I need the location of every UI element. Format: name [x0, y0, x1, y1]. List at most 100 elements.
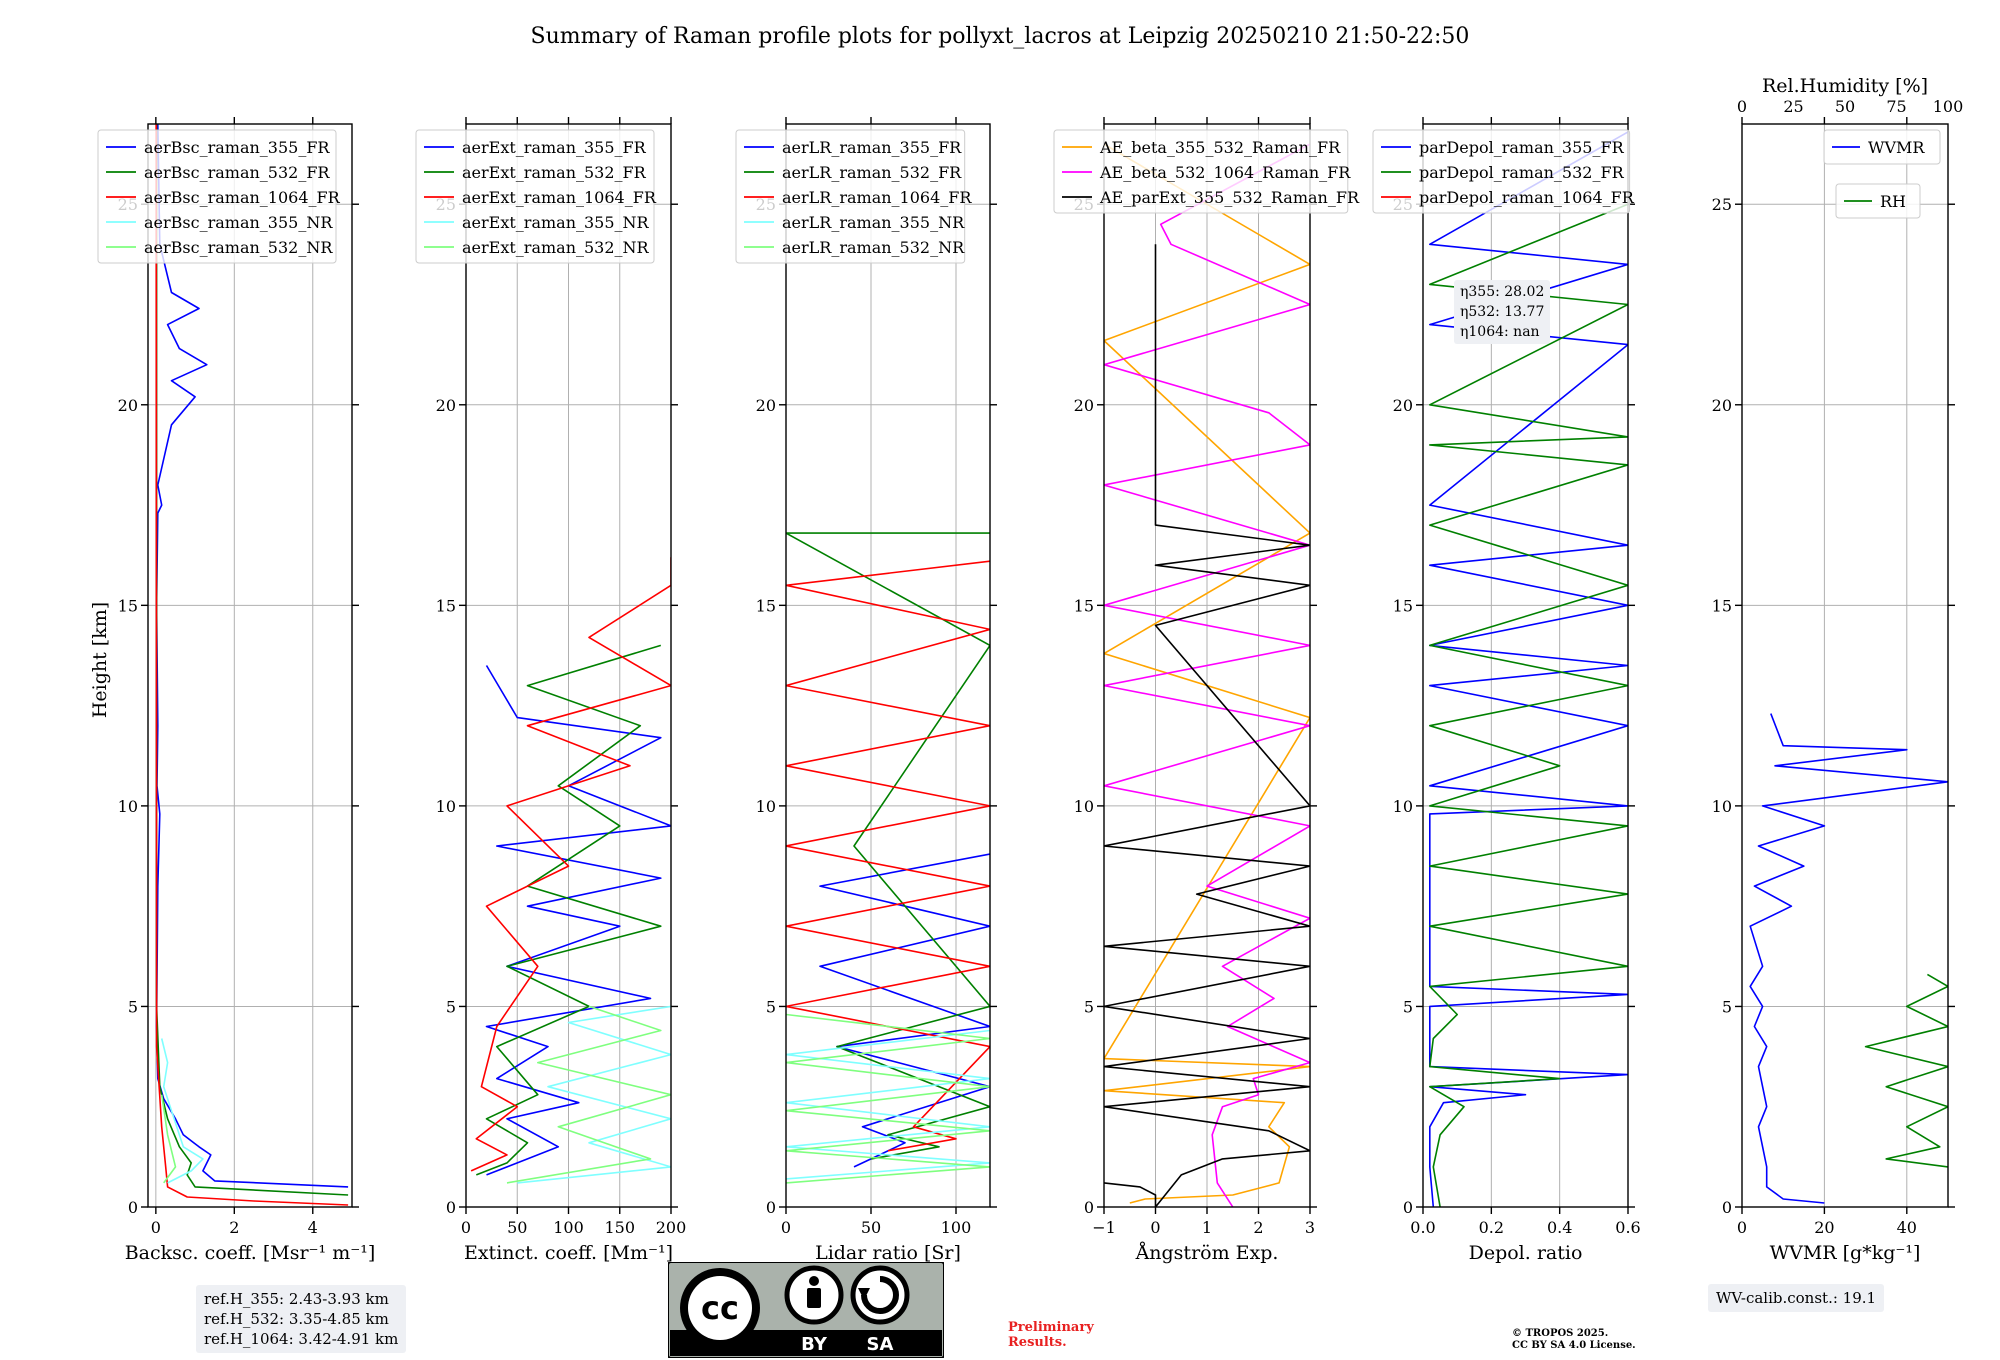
legend-label: aerExt_raman_355_FR [462, 138, 647, 157]
top-x-tick-label: 50 [1835, 97, 1855, 116]
legend-label: aerBsc_raman_355_FR [144, 138, 330, 157]
series-AE_parExt_355_532_Raman_FR [1104, 244, 1310, 1207]
legend-label: AE_parExt_355_532_Raman_FR [1099, 188, 1360, 207]
series-AE_beta_532_1064_Raman_FR [1104, 143, 1310, 1207]
series-aerLR_raman_1064_FR [786, 560, 990, 1152]
series-aerBsc_raman_355_NR [160, 1038, 204, 1184]
y-tick-label: 10 [756, 797, 776, 816]
ref-h-355: ref.H_355: 2.43-3.93 km [204, 1290, 389, 1308]
panel-2: 0501001502000510152025Extinct. coeff. [M… [415, 117, 687, 1264]
y-tick-label: 20 [118, 396, 138, 415]
axes-frame [1422, 123, 1629, 1208]
x-tick-label: 100 [941, 1218, 972, 1237]
y-tick-label: 0 [1722, 1198, 1732, 1217]
preliminary-note: Preliminary Results. [1008, 1320, 1094, 1350]
legend-label: aerExt_raman_532_NR [462, 238, 650, 257]
x-tick-label: 2 [1253, 1218, 1263, 1237]
legend-label: aerLR_raman_355_FR [782, 138, 962, 157]
legend-box [1053, 129, 1349, 214]
series-aerExt_raman_1064_FR [470, 557, 671, 1172]
legend-label: AE_beta_532_1064_Raman_FR [1099, 163, 1351, 182]
y-tick-label: 10 [436, 797, 456, 816]
series-aerExt_raman_532_NR [506, 1005, 671, 1184]
series-aerExt_raman_532_FR [476, 644, 662, 1176]
series-aerExt_raman_355_NR [517, 1005, 671, 1184]
by-label: BY [801, 1334, 828, 1355]
legend-label: parDepol_raman_1064_FR [1419, 188, 1635, 207]
x-axis-label: Lidar ratio [Sr] [815, 1242, 961, 1264]
eta-532: η532: 13.77 [1460, 304, 1545, 320]
y-tick-label: 15 [756, 596, 776, 615]
y-tick-label: 15 [436, 596, 456, 615]
panel-4: −101230510152025Ångström Exp.AE_beta_355… [1053, 117, 1360, 1264]
top-x-tick-label: 25 [1783, 97, 1803, 116]
y-tick-label: 15 [118, 596, 138, 615]
legend-label: aerExt_raman_355_NR [462, 213, 650, 232]
legend-label: aerLR_raman_532_NR [782, 238, 965, 257]
top-x-axis-label: Rel.Humidity [%] [1762, 75, 1928, 97]
y-tick-label: 0 [766, 1198, 776, 1217]
legend-box [1372, 129, 1631, 214]
y-tick-label: 5 [1722, 997, 1732, 1016]
series-group [786, 532, 990, 1184]
plot-panels: 0240510152025Backsc. coeff. [Msr⁻¹ m⁻¹]a… [97, 75, 1964, 1264]
top-x-tick-label: 0 [1737, 97, 1747, 116]
series-aerLR_raman_355_FR [819, 853, 990, 1168]
y-tick-label: 20 [1074, 396, 1094, 415]
y-tick-label: 15 [1393, 596, 1413, 615]
x-tick-label: 40 [1897, 1218, 1917, 1237]
sa-label: SA [867, 1334, 894, 1355]
legend-label: WVMR [1868, 138, 1925, 157]
legend-label: parDepol_raman_532_FR [1419, 163, 1625, 182]
legend-label: aerLR_raman_1064_FR [782, 188, 972, 207]
legend: aerBsc_raman_355_FR aerBsc_raman_532_FRae… [97, 129, 341, 264]
legend-label: aerExt_raman_1064_FR [462, 188, 657, 207]
y-tick-label: 5 [766, 997, 776, 1016]
x-axis-label: WVMR [g*kg⁻¹] [1770, 1242, 1921, 1264]
grid [1741, 124, 1948, 1207]
y-tick-label: 10 [118, 797, 138, 816]
panel-1: 0240510152025Backsc. coeff. [Msr⁻¹ m⁻¹]a… [97, 117, 375, 1264]
eta-1064: η1064: nan [1460, 324, 1540, 340]
x-tick-label: −1 [1092, 1218, 1116, 1237]
legend-label: aerBsc_raman_532_NR [144, 238, 333, 257]
y-tick-label: 5 [446, 997, 456, 1016]
legend: aerLR_raman_355_FR aerLR_raman_532_FR aerL… [735, 129, 972, 264]
series-aerBsc_raman_532_NR [160, 1094, 177, 1184]
preliminary-line-2: Results. [1008, 1335, 1067, 1350]
y-tick-label: 5 [1403, 997, 1413, 1016]
axes-frame [1741, 123, 1949, 1208]
x-tick-label: 4 [308, 1218, 318, 1237]
share-alike-icon [850, 1265, 910, 1325]
y-tick-label: 20 [436, 396, 456, 415]
legend-box [1835, 183, 1921, 219]
x-tick-label: 200 [656, 1218, 687, 1237]
series-parDepol_raman_532_FR [1429, 203, 1628, 1207]
grid [785, 124, 990, 1207]
y-tick-label: 0 [1403, 1198, 1413, 1217]
x-tick-label: 0 [461, 1218, 471, 1237]
series-aerLR_raman_532_NR [786, 1013, 990, 1184]
panel-6: 0 20 40 0 5 10 15 20 25 WVMR [g*kg⁻¹] 0 25 50 75 100 Re… [1712, 75, 1964, 1264]
eta-box: η355: 28.02 η532: 13.77 η1064: nan [1454, 280, 1551, 344]
grid [148, 124, 352, 1207]
axes-frame [147, 123, 353, 1208]
y-tick-label: 10 [1393, 797, 1413, 816]
x-tick-label: 0 [151, 1218, 161, 1237]
x-axis-label: Extinct. coeff. [Mm⁻¹] [464, 1242, 673, 1264]
legend-box [97, 129, 337, 264]
legend-label: aerExt_raman_532_FR [462, 163, 647, 182]
y-tick-label: 10 [1712, 797, 1732, 816]
legend-label: aerLR_raman_355_NR [782, 213, 965, 232]
y-tick-label: 20 [756, 396, 776, 415]
panel-5: 0.00.20.40.60510152025Depol. ratioparDep… [1372, 117, 1641, 1264]
legend-label: aerBsc_raman_532_FR [144, 163, 330, 182]
y-tick-label: 15 [1712, 596, 1732, 615]
x-tick-label: 0 [1150, 1218, 1160, 1237]
x-axis-label: Ångström Exp. [1135, 1242, 1279, 1264]
series-group [1749, 713, 1948, 1204]
x-tick-label: 0.4 [1547, 1218, 1572, 1237]
x-tick-label: 150 [604, 1218, 635, 1237]
reference-height-box: ref.H_355: 2.43-3.93 km ref.H_532: 3.35-… [196, 1285, 407, 1353]
